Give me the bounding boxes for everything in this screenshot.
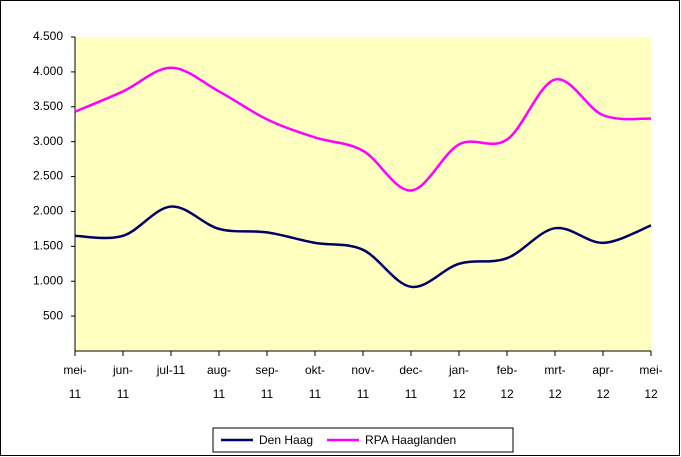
x-tick-label: okt- 11 xyxy=(305,363,325,401)
x-tick-label-line: 11 xyxy=(309,387,322,401)
y-tick-label: 4.000 xyxy=(33,64,63,78)
y-tick-label: 500 xyxy=(43,308,63,322)
x-tick-label: dec- 11 xyxy=(399,363,422,401)
x-tick-label-line: 12 xyxy=(548,387,562,401)
y-tick-label: 1.500 xyxy=(33,239,63,253)
y-tick-label: 1.000 xyxy=(33,273,63,287)
x-tick-label: mei- 12 xyxy=(639,363,662,401)
x-tick-label-line: mei- xyxy=(63,363,86,377)
x-tick-label: jan- 12 xyxy=(448,363,469,401)
x-tick-label-line: jan- xyxy=(448,363,469,377)
x-tick-label: jul-11 xyxy=(156,363,186,377)
x-tick-label: mei- 11 xyxy=(63,363,86,401)
x-tick-label-line: 12 xyxy=(596,387,610,401)
x-tick-label-line: 12 xyxy=(500,387,514,401)
x-tick-label-line: 12 xyxy=(452,387,466,401)
x-tick-label-line: 11 xyxy=(69,387,82,401)
y-tick-label: 3.000 xyxy=(33,134,63,148)
x-tick-label: jun- 11 xyxy=(112,363,133,401)
x-tick-label-line: 11 xyxy=(405,387,418,401)
x-tick-label-line: aug- xyxy=(207,363,231,377)
x-tick-label: sep- 11 xyxy=(255,363,278,401)
x-tick-label-line: 11 xyxy=(261,387,274,401)
series-line xyxy=(74,205,652,289)
x-tick-label-line: okt- xyxy=(305,363,325,377)
x-tick-label-line: mrt- xyxy=(544,363,565,377)
legend-box xyxy=(212,427,514,453)
x-tick-label-line: 11 xyxy=(213,387,226,401)
y-tick-label: 2.000 xyxy=(33,204,63,218)
x-tick-label-line: dec- xyxy=(399,363,422,377)
y-tick-label: 3.500 xyxy=(33,99,63,113)
x-tick-label: feb- 12 xyxy=(497,363,518,401)
x-tick-label-line: sep- xyxy=(255,363,278,377)
x-tick-label-line: nov- xyxy=(351,363,374,377)
x-tick-label: apr- 12 xyxy=(592,363,613,401)
x-tick-label-line: 11 xyxy=(117,387,130,401)
x-tick-label-line: jun- xyxy=(112,363,133,377)
y-tick-label: 4.500 xyxy=(33,29,63,43)
legend-label: Den Haag xyxy=(259,433,313,447)
plot-area xyxy=(75,37,651,351)
legend-label: RPA Haaglanden xyxy=(365,433,456,447)
y-tick-label: 2.500 xyxy=(33,169,63,183)
x-tick-label: aug- 11 xyxy=(207,363,231,401)
x-tick-label-line: 11 xyxy=(357,387,370,401)
x-tick-label-line: apr- xyxy=(592,363,613,377)
x-tick-label-line: mei- xyxy=(639,363,662,377)
x-tick-label: mrt- 12 xyxy=(544,363,565,401)
series-line xyxy=(74,66,652,192)
x-tick-label-line: feb- xyxy=(497,363,518,377)
x-tick-label: nov- 11 xyxy=(351,363,374,401)
x-tick-label-line: 12 xyxy=(644,387,658,401)
